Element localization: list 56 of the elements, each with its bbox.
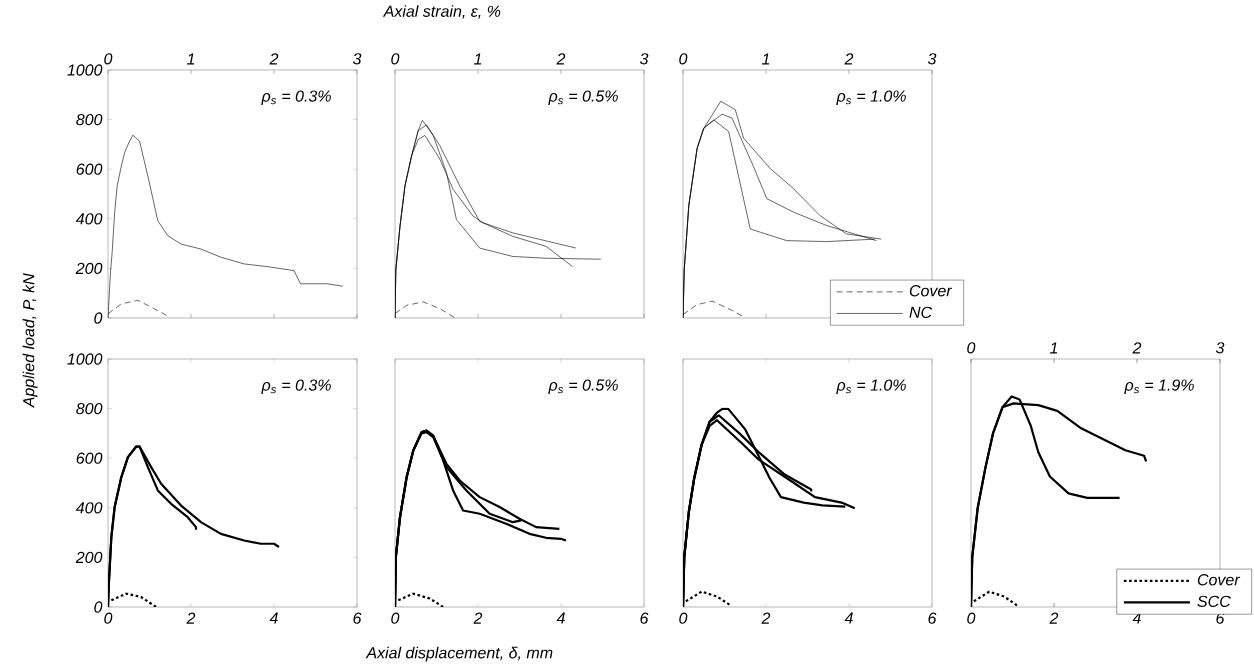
x2-tick-label: 2: [269, 53, 279, 65]
y-tick-label: 400: [75, 213, 103, 225]
y-tick-label: 200: [75, 551, 103, 564]
legend-label: SCC: [1197, 595, 1231, 607]
y-tick-label: 400: [75, 502, 103, 514]
y-tick-label: 600: [76, 163, 103, 175]
x-axis-title: Axial displacement, δ, mm: [365, 646, 553, 662]
x-tick-label: 0: [391, 612, 400, 624]
x-tick-label: 2: [761, 612, 771, 624]
annotation: ρ$_{s}$ = 1.0%: [836, 379, 906, 394]
x2-tick-label: 2: [556, 53, 566, 65]
x2-tick-label: 1: [1049, 342, 1058, 354]
x2-tick-label: 3: [927, 53, 937, 65]
x-tick-label: 4: [556, 612, 565, 624]
x-tick-label: 2: [1049, 612, 1059, 624]
x2-tick-label: 2: [844, 53, 854, 65]
x2-tick-label: 3: [352, 53, 362, 65]
x-tick-label: 6: [928, 612, 937, 624]
y-tick-label: 1000: [67, 353, 103, 365]
x2-axis-title: Axial strain, ε, %: [382, 5, 501, 19]
annotation: ρ$_{s}$ = 0.3%: [261, 379, 331, 394]
x2-tick-label: 2: [1132, 342, 1142, 354]
legend-label: Cover: [909, 285, 953, 297]
x2-tick-label: 1: [761, 53, 770, 65]
x2-tick-label: 0: [104, 53, 113, 65]
x2-tick-label: 3: [639, 53, 649, 65]
annotation: ρ$_{s}$ = 0.5%: [548, 90, 618, 105]
y-tick-label: 0: [94, 312, 103, 324]
legend-label: NC: [909, 306, 933, 318]
annotation: ρ$_{s}$ = 0.3%: [261, 90, 331, 105]
x2-tick-label: 3: [1215, 342, 1225, 354]
x-tick-label: 0: [104, 612, 113, 624]
x-tick-label: 2: [186, 612, 196, 624]
annotation: ρ$_{s}$ = 1.0%: [836, 90, 906, 105]
x-tick-label: 6: [353, 612, 362, 624]
x2-tick-label: 1: [186, 53, 195, 65]
legend-label: Cover: [1197, 574, 1241, 586]
x2-tick-label: 1: [473, 53, 482, 65]
y-tick-label: 600: [76, 452, 103, 464]
x-tick-label: 4: [269, 612, 278, 624]
y-tick-label: 800: [76, 113, 103, 126]
x-tick-label: 0: [679, 612, 688, 624]
x2-tick-label: 0: [679, 53, 688, 65]
x-tick-label: 4: [844, 612, 853, 624]
y-axis-title: Applied load, P, kN: [22, 273, 38, 409]
y-tick-label: 1000: [67, 64, 103, 76]
x2-tick-label: 0: [391, 53, 400, 65]
x-tick-label: 0: [967, 612, 976, 624]
x2-tick-label: 0: [967, 342, 976, 354]
annotation: ρ$_{s}$ = 1.9%: [1124, 379, 1194, 394]
x-tick-label: 6: [640, 612, 649, 624]
x-tick-label: 2: [473, 612, 483, 624]
annotation: ρ$_{s}$ = 0.5%: [548, 379, 618, 394]
y-tick-label: 800: [76, 402, 103, 415]
y-tick-label: 200: [75, 262, 103, 275]
y-tick-label: 0: [94, 601, 103, 613]
